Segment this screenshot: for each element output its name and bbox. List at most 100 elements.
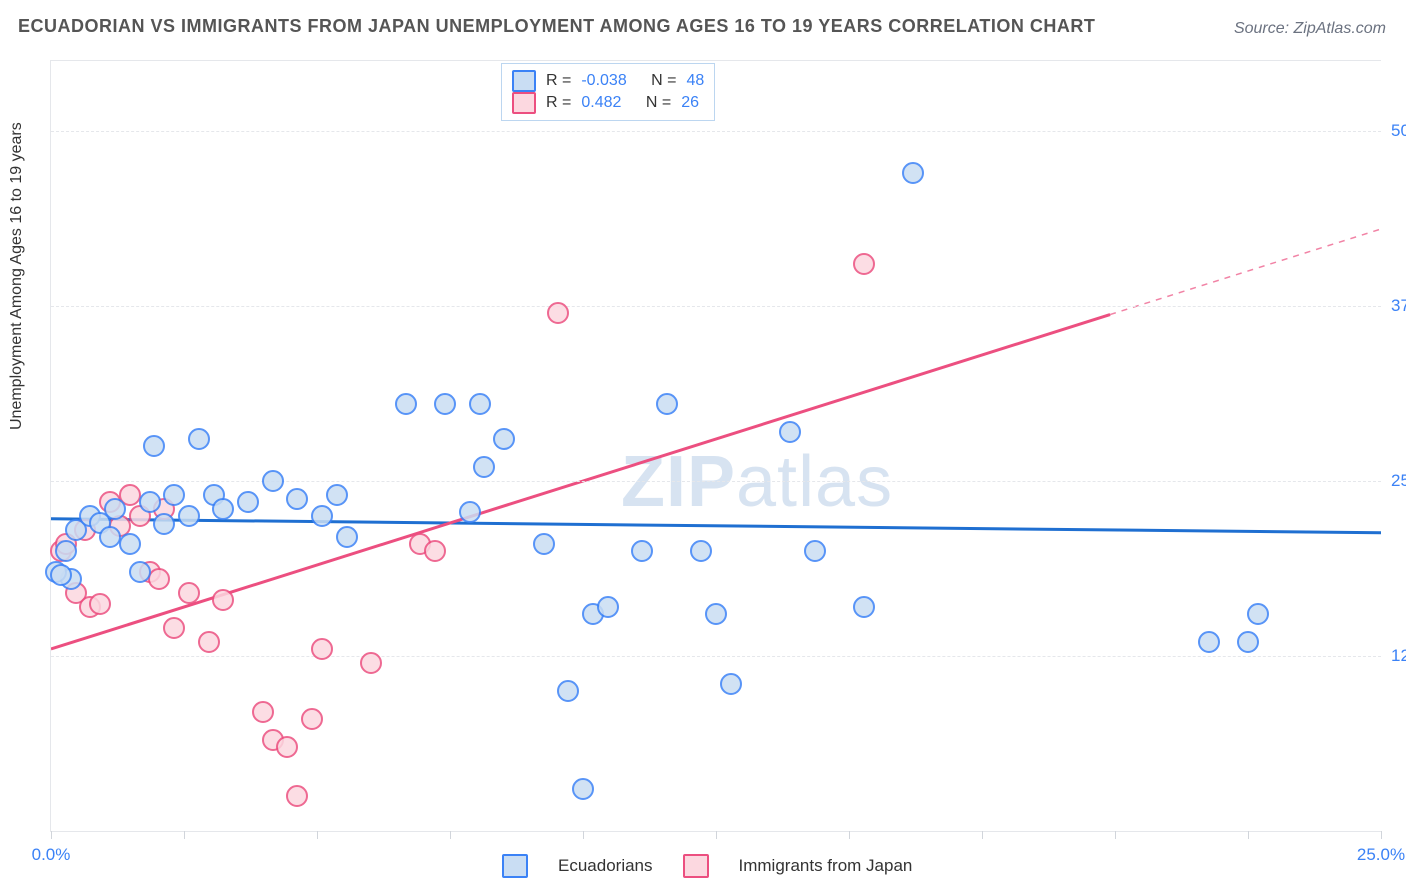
correlation-row-a: R = -0.038 N = 48 bbox=[512, 70, 704, 92]
scatter-point bbox=[533, 533, 555, 555]
scatter-point bbox=[597, 596, 619, 618]
scatter-point bbox=[902, 162, 924, 184]
source-attribution: Source: ZipAtlas.com bbox=[1234, 20, 1386, 38]
scatter-point bbox=[395, 393, 417, 415]
scatter-point bbox=[336, 526, 358, 548]
gridline-h bbox=[51, 481, 1381, 482]
scatter-point bbox=[473, 456, 495, 478]
x-tick-mark bbox=[317, 831, 318, 839]
scatter-point bbox=[547, 302, 569, 324]
scatter-point bbox=[853, 253, 875, 275]
x-tick-mark bbox=[849, 831, 850, 839]
scatter-point bbox=[1247, 603, 1269, 625]
scatter-point bbox=[262, 470, 284, 492]
swatch-blue-icon bbox=[512, 70, 536, 92]
scatter-point bbox=[148, 568, 170, 590]
scatter-point bbox=[459, 501, 481, 523]
scatter-point bbox=[705, 603, 727, 625]
scatter-point bbox=[779, 421, 801, 443]
y-axis-label: Unemployment Among Ages 16 to 19 years bbox=[8, 122, 26, 430]
x-tick-label: 25.0% bbox=[1357, 845, 1405, 865]
swatch-pink-icon bbox=[512, 92, 536, 114]
scatter-chart: ZIPatlas R = -0.038 N = 48 R = 0.482 N =… bbox=[50, 60, 1381, 832]
scatter-point bbox=[163, 617, 185, 639]
scatter-point bbox=[55, 540, 77, 562]
x-tick-mark bbox=[982, 831, 983, 839]
n-value-a: 48 bbox=[687, 72, 705, 90]
x-tick-mark bbox=[184, 831, 185, 839]
scatter-point bbox=[276, 736, 298, 758]
scatter-point bbox=[178, 505, 200, 527]
x-tick-mark bbox=[1381, 831, 1382, 839]
legend-label-a: Ecuadorians bbox=[558, 856, 653, 876]
n-value-b: 26 bbox=[681, 94, 699, 112]
scatter-point bbox=[804, 540, 826, 562]
scatter-point bbox=[237, 491, 259, 513]
scatter-point bbox=[212, 498, 234, 520]
scatter-point bbox=[1198, 631, 1220, 653]
scatter-point bbox=[163, 484, 185, 506]
scatter-point bbox=[326, 484, 348, 506]
scatter-point bbox=[89, 593, 111, 615]
scatter-point bbox=[572, 778, 594, 800]
x-tick-mark bbox=[1115, 831, 1116, 839]
scatter-point bbox=[153, 513, 175, 535]
scatter-point bbox=[129, 561, 151, 583]
scatter-point bbox=[99, 526, 121, 548]
scatter-point bbox=[119, 533, 141, 555]
scatter-point bbox=[50, 564, 72, 586]
scatter-point bbox=[434, 393, 456, 415]
correlation-row-b: R = 0.482 N = 26 bbox=[512, 92, 704, 114]
series-legend: Ecuadorians Immigrants from Japan bbox=[502, 854, 912, 878]
x-tick-mark bbox=[450, 831, 451, 839]
scatter-point bbox=[252, 701, 274, 723]
x-tick-mark bbox=[1248, 831, 1249, 839]
y-tick-label: 37.5% bbox=[1391, 296, 1406, 316]
r-label-b: R = bbox=[546, 94, 571, 112]
legend-swatch-blue-icon bbox=[502, 854, 528, 878]
scatter-point bbox=[557, 680, 579, 702]
scatter-point bbox=[656, 393, 678, 415]
scatter-point bbox=[286, 488, 308, 510]
y-tick-label: 50.0% bbox=[1391, 121, 1406, 141]
scatter-point bbox=[139, 491, 161, 513]
scatter-point bbox=[143, 435, 165, 457]
r-value-b: 0.482 bbox=[581, 94, 621, 112]
scatter-point bbox=[178, 582, 200, 604]
scatter-point bbox=[311, 638, 333, 660]
scatter-point bbox=[469, 393, 491, 415]
gridline-h bbox=[51, 131, 1381, 132]
scatter-point bbox=[286, 785, 308, 807]
scatter-point bbox=[212, 589, 234, 611]
scatter-point bbox=[301, 708, 323, 730]
correlation-legend-box: R = -0.038 N = 48 R = 0.482 N = 26 bbox=[501, 63, 715, 121]
y-tick-label: 25.0% bbox=[1391, 471, 1406, 491]
gridline-h bbox=[51, 656, 1381, 657]
scatter-point bbox=[360, 652, 382, 674]
chart-title: ECUADORIAN VS IMMIGRANTS FROM JAPAN UNEM… bbox=[18, 16, 1095, 37]
scatter-point bbox=[424, 540, 446, 562]
r-value-a: -0.038 bbox=[581, 72, 626, 90]
scatter-point bbox=[198, 631, 220, 653]
y-tick-label: 12.5% bbox=[1391, 646, 1406, 666]
scatter-point bbox=[311, 505, 333, 527]
watermark-bold: ZIP bbox=[621, 442, 736, 522]
n-label-b: N = bbox=[646, 94, 671, 112]
legend-swatch-pink-icon bbox=[683, 854, 709, 878]
scatter-point bbox=[1237, 631, 1259, 653]
scatter-point bbox=[853, 596, 875, 618]
x-tick-label: 0.0% bbox=[32, 845, 71, 865]
scatter-point bbox=[493, 428, 515, 450]
x-tick-mark bbox=[583, 831, 584, 839]
watermark-text: ZIPatlas bbox=[621, 441, 893, 523]
legend-label-b: Immigrants from Japan bbox=[739, 856, 913, 876]
gridline-h bbox=[51, 306, 1381, 307]
scatter-point bbox=[690, 540, 712, 562]
watermark-light: atlas bbox=[736, 442, 893, 522]
scatter-point bbox=[631, 540, 653, 562]
scatter-point bbox=[104, 498, 126, 520]
x-tick-mark bbox=[716, 831, 717, 839]
scatter-point bbox=[720, 673, 742, 695]
n-label-a: N = bbox=[651, 72, 676, 90]
scatter-point bbox=[188, 428, 210, 450]
